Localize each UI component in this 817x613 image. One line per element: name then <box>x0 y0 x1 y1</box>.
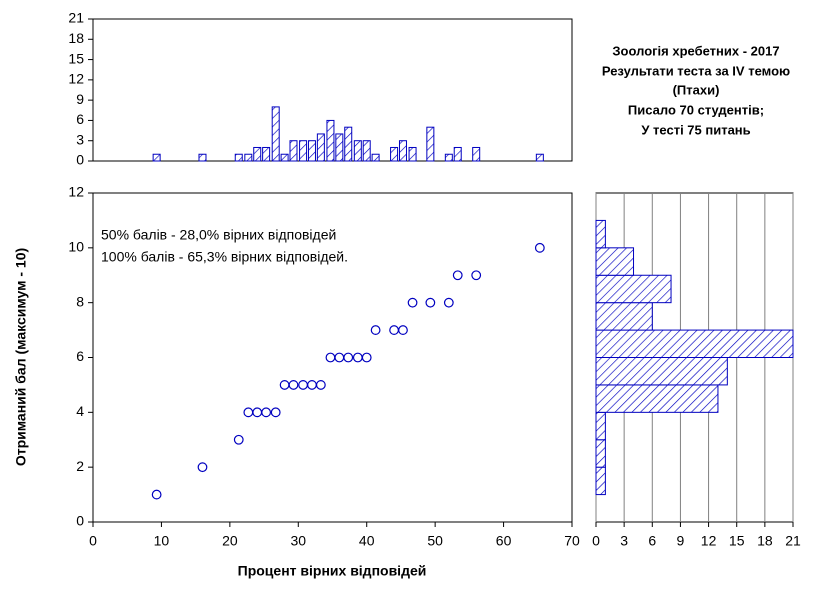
point <box>233 434 244 445</box>
bar <box>280 153 289 162</box>
x-tick-label: 15 <box>729 533 745 549</box>
y-tick-label: 0 <box>76 152 84 168</box>
point <box>452 270 463 281</box>
histogram-bar <box>595 411 606 441</box>
y-tick-label: 2 <box>76 458 84 474</box>
histogram-bar <box>595 274 672 304</box>
bar <box>390 146 399 162</box>
x-tick-label: 30 <box>290 533 306 549</box>
title-line: У тесті 75 питань <box>641 122 750 137</box>
histogram-bar <box>595 219 606 249</box>
bar <box>234 153 243 162</box>
point <box>398 325 408 335</box>
histogram-bar <box>595 247 635 276</box>
histogram-bar <box>595 439 606 468</box>
bar <box>453 146 462 162</box>
x-tick-label: 10 <box>154 533 170 549</box>
annotation: 50% балів - 28,0% вірних відповідей <box>101 227 336 243</box>
bar <box>316 133 325 162</box>
annotation: 100% балів - 65,3% вірних відповідей. <box>101 249 348 265</box>
bar <box>244 153 253 162</box>
title-line: Зоологія хребетних - 2017 <box>612 43 779 58</box>
y-tick-label: 12 <box>68 184 84 200</box>
x-tick-label: 3 <box>620 533 628 549</box>
bar <box>262 146 271 162</box>
point <box>425 297 436 308</box>
x-tick-label: 6 <box>648 533 656 549</box>
point <box>471 270 482 281</box>
y-tick-label: 6 <box>76 348 84 364</box>
bar <box>326 119 335 162</box>
x-axis-label: Процент вірних відповідей <box>238 563 427 579</box>
title-line: (Птахи) <box>673 82 720 97</box>
point <box>151 489 162 500</box>
x-tick-label: 70 <box>564 533 580 549</box>
bar <box>253 146 262 162</box>
y-tick-label: 12 <box>68 71 84 87</box>
histogram-bar <box>595 357 728 386</box>
bar <box>371 153 380 162</box>
y-tick-label: 8 <box>76 293 84 309</box>
point <box>361 352 372 363</box>
point <box>197 462 208 473</box>
y-tick-label: 15 <box>68 50 84 66</box>
title-line: Писало 70 студентів; <box>628 102 764 117</box>
bar <box>344 126 353 162</box>
y-tick-label: 6 <box>76 111 84 127</box>
bar <box>444 153 453 162</box>
point <box>288 380 299 390</box>
bar <box>362 140 371 162</box>
point <box>407 297 418 308</box>
x-tick-label: 40 <box>359 533 375 549</box>
y-tick-label: 18 <box>68 30 84 46</box>
point <box>343 352 354 363</box>
x-tick-label: 18 <box>757 533 773 549</box>
bar <box>271 106 280 162</box>
point <box>534 242 545 253</box>
bar <box>426 126 435 162</box>
bar <box>353 140 362 162</box>
scatter-plot-frame <box>92 192 573 523</box>
x-tick-label: 20 <box>222 533 238 549</box>
title-block: Зоологія хребетних - 2017 Результати тес… <box>602 43 790 137</box>
x-tick-label: 21 <box>785 533 801 549</box>
bar <box>198 153 207 162</box>
bar <box>408 146 417 162</box>
point <box>443 297 454 308</box>
x-tick-label: 0 <box>89 533 97 549</box>
point <box>261 407 272 418</box>
y-tick-label: 10 <box>68 239 84 255</box>
bar <box>398 140 407 162</box>
bar <box>152 153 161 162</box>
point <box>270 407 281 418</box>
y-axis-label: Отриманий бал (максимум - 10) <box>13 248 29 466</box>
x-tick-label: 9 <box>677 533 685 549</box>
histogram-bar <box>595 466 606 496</box>
x-tick-label: 60 <box>496 533 512 549</box>
point <box>370 325 381 335</box>
title-line: Результати теста за IV темою <box>602 63 790 78</box>
y-tick-label: 21 <box>68 10 84 26</box>
point <box>315 380 326 390</box>
y-tick-label: 3 <box>76 131 84 147</box>
x-tick-label: 12 <box>701 533 717 549</box>
bar <box>535 153 544 162</box>
x-tick-label: 50 <box>427 533 443 549</box>
y-tick-label: 9 <box>76 91 84 107</box>
x-tick-label: 0 <box>592 533 600 549</box>
histogram-bar <box>595 384 719 413</box>
y-tick-label: 0 <box>76 513 84 529</box>
bar <box>307 140 316 162</box>
y-tick-label: 4 <box>76 403 84 419</box>
bar <box>472 146 481 162</box>
bar <box>289 140 298 162</box>
bar <box>335 133 344 162</box>
histogram-bar <box>595 329 794 359</box>
bar <box>299 140 308 162</box>
histogram-bar <box>595 302 653 331</box>
